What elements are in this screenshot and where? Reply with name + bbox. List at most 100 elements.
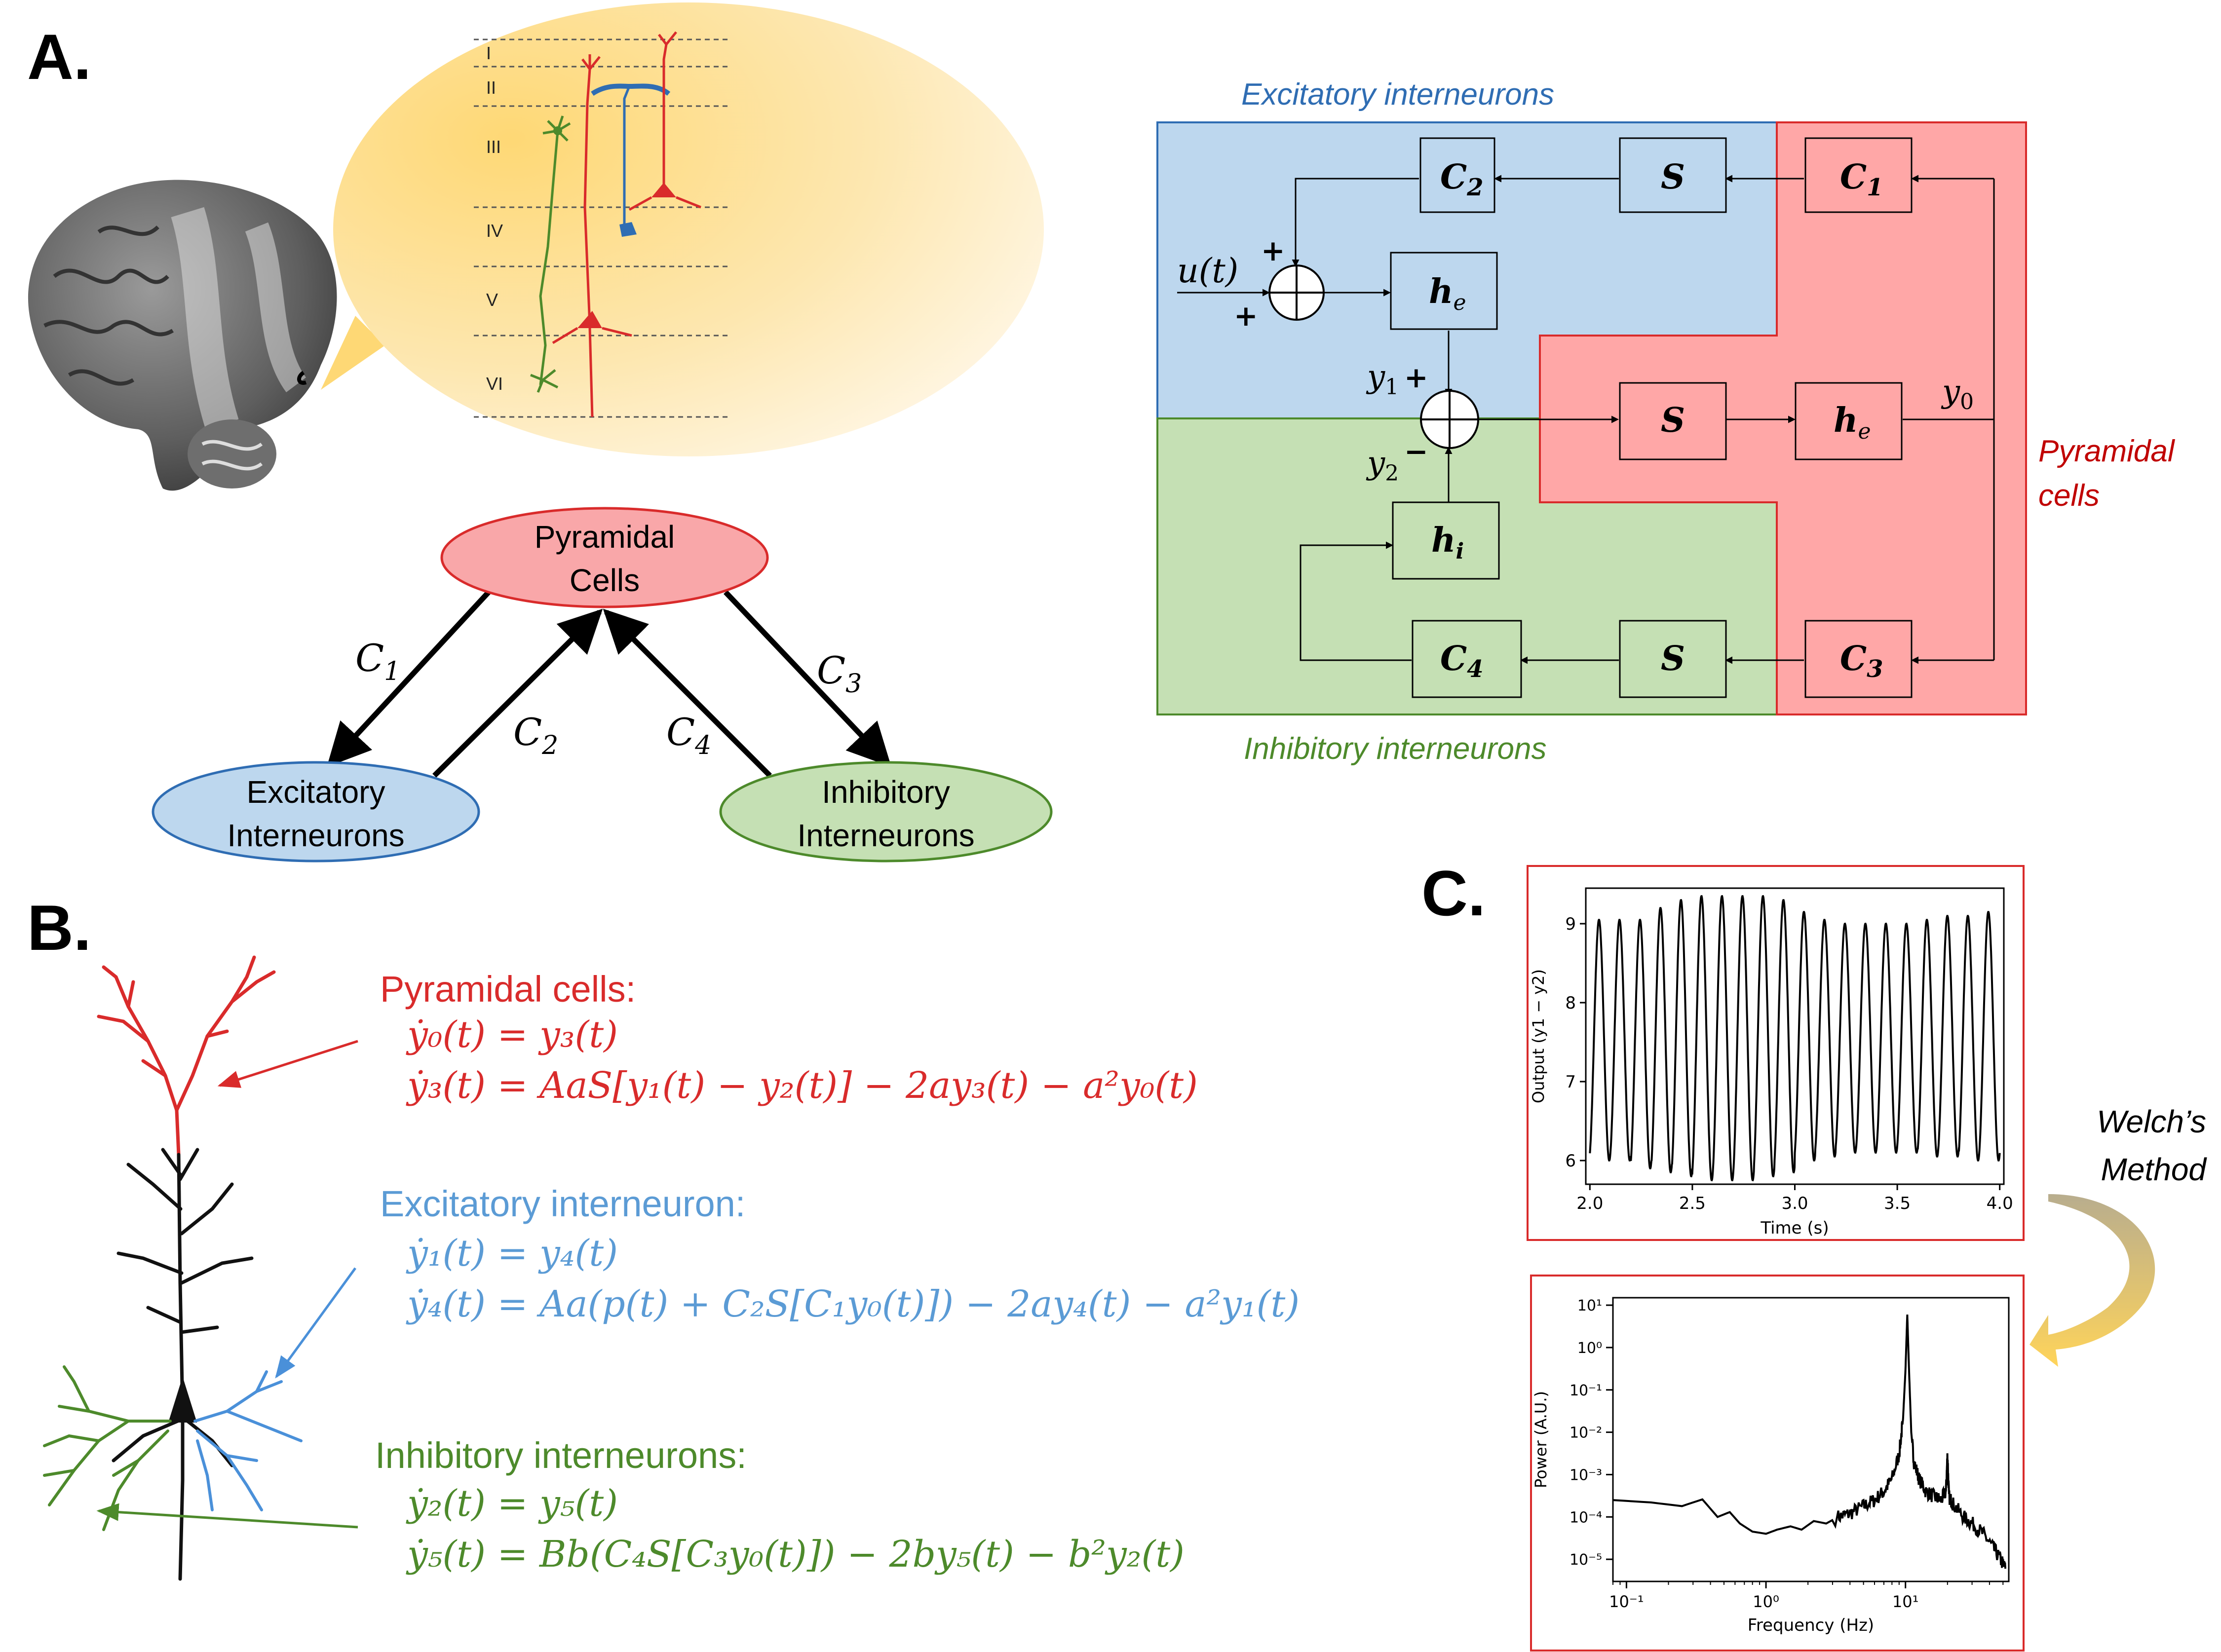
layer-label: IV — [486, 221, 503, 241]
layer-label: V — [486, 290, 498, 310]
pyramidal-neuron-drawing — [43, 955, 303, 1581]
psd-x-tick-label: 10⁰ — [1753, 1592, 1779, 1611]
excitatory-eq-1: ẏ₁(t) = y₄(t) — [406, 1232, 618, 1275]
ts-x-tick-label: 3.5 — [1884, 1194, 1911, 1213]
psd-y-axis-label: Power (A.U.) — [1532, 1391, 1550, 1488]
pointer-excitatory — [275, 1267, 357, 1379]
cortex-layers: I II III IV V VI — [474, 38, 728, 418]
block-he-label: he — [1834, 401, 1871, 444]
block-s-label: S — [1661, 157, 1685, 197]
arrow-c1 — [327, 590, 491, 767]
arrow-c2 — [432, 608, 603, 778]
bubble-tail — [321, 316, 385, 390]
block-c1-label: C1 — [1840, 157, 1883, 201]
block-c2 — [1419, 137, 1495, 213]
layer-label: I — [486, 43, 491, 63]
panel-label-a: A. — [27, 21, 91, 93]
pyramidal-eq-1: ẏ₀(t) = y₃(t) — [406, 1014, 618, 1056]
y2-label: y2 — [1366, 445, 1399, 486]
ts-x-tick-label: 3.0 — [1781, 1194, 1808, 1213]
ts-y-tick-label: 8 — [1565, 993, 1576, 1013]
ts-y-tick-label: 6 — [1565, 1151, 1576, 1171]
block-hi-label: hi — [1431, 521, 1464, 564]
psd-series-line — [1612, 1314, 2007, 1569]
pyramidal-node-label: Cells — [570, 563, 640, 598]
psd-x-tick-label: 10¹ — [1892, 1592, 1919, 1611]
pyramidal-title: cells — [2038, 479, 2100, 513]
inhibitory-eq-title: Inhibitory interneurons: — [375, 1435, 747, 1476]
excitatory-node-label: Excitatory — [247, 774, 385, 810]
inhibitory-node-label: Interneurons — [797, 818, 974, 853]
ts-x-tick-label: 4.0 — [1987, 1194, 2013, 1213]
welch-label: Method — [2101, 1152, 2208, 1187]
layer-label: III — [486, 137, 501, 157]
block-diagram: Excitatory interneurons Inhibitory inter… — [1156, 77, 2176, 766]
psd-axes — [1612, 1297, 2010, 1582]
ts-x-tick-label: 2.5 — [1679, 1194, 1706, 1213]
arrow-c3 — [724, 590, 892, 767]
pointer-pyramidal — [217, 1040, 358, 1088]
layer-label: VI — [486, 374, 503, 394]
sum-junction-output — [1420, 390, 1479, 449]
block-s-exc — [1619, 137, 1727, 213]
pyramidal-title: Pyramidal — [2038, 434, 2176, 468]
psd-y-tick-label: 10¹ — [1577, 1297, 1602, 1314]
equations: Pyramidal cells: ẏ₀(t) = y₃(t) ẏ₃(t) = A… — [375, 969, 1300, 1576]
input-label: u(t) — [1177, 252, 1238, 291]
pyramidal-node — [440, 507, 769, 608]
psd-chart: 10⁻¹ 10⁰ 10¹ 10⁻⁵ 10⁻⁴ 10⁻³ 10⁻² 10⁻¹ 10⁰ 10¹ Freq… — [1532, 1297, 2010, 1635]
block-c4 — [1412, 620, 1522, 698]
arrow-c4 — [603, 608, 772, 778]
cortex-bubble — [321, 2, 1044, 456]
block-s-label: S — [1661, 639, 1685, 678]
ts-y-axis-label: Output (y1 − y2) — [1529, 969, 1548, 1103]
block-s-pyr — [1619, 382, 1727, 460]
block-he-pyr — [1795, 382, 1903, 460]
time-series-chart: 2.0 2.5 3.0 3.5 4.0 6 7 8 9 Time (s) Output (y1 − … — [1529, 887, 2013, 1238]
plus-sign: + — [1261, 234, 1285, 267]
y1-label: y1 — [1366, 359, 1399, 400]
block-s-label: S — [1661, 401, 1685, 440]
psd-y-tick-label: 10⁻² — [1570, 1425, 1602, 1442]
layer-label: II — [486, 77, 496, 98]
psd-y-tick-label: 10⁻⁴ — [1570, 1509, 1602, 1526]
block-s-inh — [1619, 620, 1727, 698]
ts-y-tick-label: 9 — [1565, 914, 1576, 934]
inhibitory-node-label: Inhibitory — [822, 774, 950, 810]
inhibitory-title: Inhibitory interneurons — [1244, 732, 1546, 766]
sum-junction-input — [1268, 264, 1325, 321]
psd-x-tick-label: 10⁻¹ — [1609, 1592, 1644, 1611]
psd-y-tick-label: 10⁻⁵ — [1570, 1551, 1602, 1569]
psd-x-axis-label: Frequency (Hz) — [1748, 1615, 1874, 1635]
brain-image — [28, 180, 337, 491]
ts-series-line — [1589, 895, 2001, 1182]
inhibitory-eq-1: ẏ₂(t) = y₅(t) — [406, 1482, 618, 1525]
cortical-neurons — [530, 31, 701, 417]
inhibitory-node — [719, 761, 1053, 863]
psd-y-tick-label: 10⁻¹ — [1570, 1382, 1602, 1399]
excitatory-node-label: Interneurons — [227, 818, 404, 853]
label-c4: C4 — [666, 710, 711, 760]
label-c1: C1 — [355, 636, 400, 686]
label-c3: C3 — [817, 648, 862, 699]
block-c1 — [1804, 137, 1913, 213]
block-he-exc — [1390, 252, 1498, 330]
welch-arrow — [2030, 1194, 2155, 1367]
y0-label: y0 — [1941, 374, 1974, 414]
excitatory-node — [152, 761, 480, 863]
inhibitory-eq-2: ẏ₅(t) = Bb(C₄S[C₃y₀(t)]) − 2by₅(t) − b²y… — [406, 1533, 1185, 1576]
pyramidal-region — [1539, 121, 2027, 715]
ts-y-tick-label: 7 — [1565, 1072, 1576, 1092]
brain-marker — [297, 371, 307, 385]
panel-label-b: B. — [27, 892, 91, 964]
bubble — [333, 2, 1044, 456]
pyramidal-eq-2: ẏ₃(t) = AaS[y₁(t) − y₂(t)] − 2ay₃(t) − a… — [406, 1064, 1198, 1107]
psd-y-tick-label: 10⁰ — [1577, 1340, 1602, 1357]
plus-sign: + — [1234, 299, 1258, 333]
plus-sign: + — [1404, 361, 1428, 394]
population-triangle: Pyramidal Cells Excitatory Interneurons … — [152, 507, 1053, 863]
pyramidal-node-label: Pyramidal — [535, 519, 675, 555]
minus-sign: − — [1404, 435, 1428, 468]
block-c3-label: C3 — [1840, 639, 1883, 683]
